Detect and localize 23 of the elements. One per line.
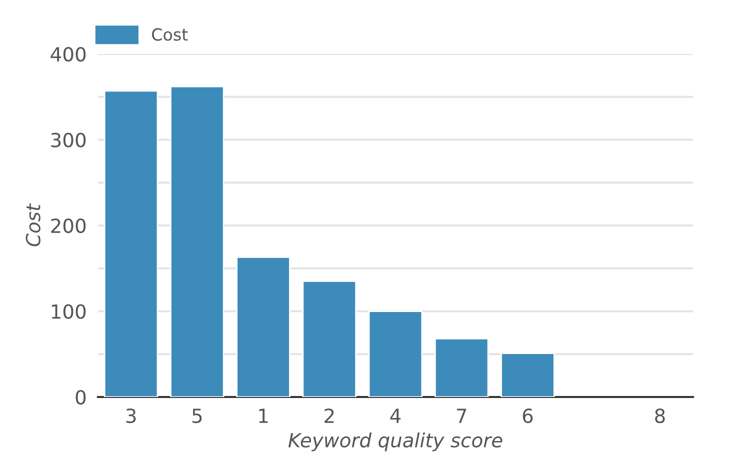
x-tick-label: 3 bbox=[126, 408, 136, 424]
y-tick-label: 400 bbox=[50, 46, 86, 62]
y-tick-label: 300 bbox=[51, 132, 86, 148]
x-tick-label: 7 bbox=[457, 408, 466, 423]
y-axis-title: Cost bbox=[26, 203, 40, 246]
y-tick-label: 0 bbox=[76, 390, 86, 405]
x-axis-title: Keyword quality score bbox=[288, 432, 502, 452]
y-tick-label: 200 bbox=[51, 218, 86, 234]
y-tick-label: 100 bbox=[52, 304, 86, 319]
x-tick-label: 4 bbox=[390, 408, 401, 423]
x-tick-label: 1 bbox=[259, 408, 268, 423]
bar bbox=[368, 310, 423, 397]
x-tick-label: 2 bbox=[324, 408, 334, 423]
bar bbox=[104, 90, 158, 397]
x-tick-label: 5 bbox=[192, 408, 202, 424]
bar bbox=[170, 86, 224, 397]
x-tick-label: 8 bbox=[655, 408, 665, 424]
x-tick-label: 6 bbox=[522, 408, 533, 424]
bar bbox=[236, 256, 290, 397]
bar bbox=[500, 352, 555, 397]
legend-label: Cost bbox=[152, 28, 188, 41]
bar bbox=[434, 338, 489, 397]
bar bbox=[302, 280, 357, 397]
